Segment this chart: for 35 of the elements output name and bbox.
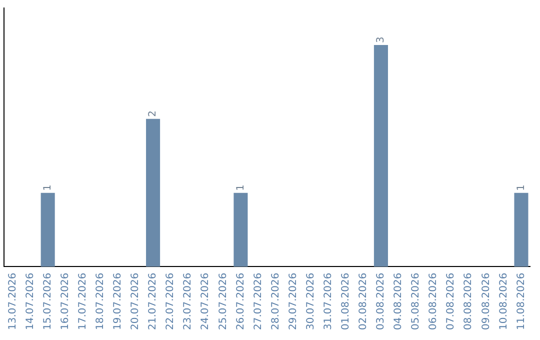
x-tick-label: 22.07.2026	[165, 272, 176, 330]
x-tick-label: 09.08.2026	[480, 272, 492, 330]
data-label: 1	[516, 184, 527, 191]
data-label: 2	[148, 110, 159, 117]
x-tick-label: 03.08.2026	[376, 272, 387, 330]
x-tick-label: 02.08.2026	[358, 272, 370, 330]
x-tick-label: 26.07.2026	[235, 272, 246, 330]
data-label: 3	[376, 36, 387, 43]
x-tick-label: 08.08.2026	[463, 272, 474, 330]
x-tick-label: 04.08.2026	[393, 272, 404, 330]
x-tick-label: 31.07.2026	[322, 272, 334, 330]
x-tick-label: 24.07.2026	[200, 272, 212, 330]
x-tick-label: 16.07.2026	[60, 272, 71, 330]
x-tick-label: 13.07.2026	[7, 272, 18, 330]
x-tick-label: 07.08.2026	[446, 272, 457, 330]
x-tick-label: 25.07.2026	[218, 272, 229, 330]
x-tick-label: 29.07.2026	[288, 272, 299, 330]
x-tick-label: 21.07.2026	[148, 272, 159, 330]
data-label: 1	[235, 184, 246, 191]
x-tick-label: 20.07.2026	[130, 272, 142, 330]
x-tick-label: 18.07.2026	[95, 272, 106, 330]
x-tick-label: 17.07.2026	[77, 272, 88, 330]
x-tick-label: 01.08.2026	[340, 272, 352, 330]
x-tick-label: 05.08.2026	[410, 272, 422, 330]
x-tick-label: 11.08.2026	[516, 272, 527, 330]
x-tick-label: 19.07.2026	[112, 272, 124, 330]
x-tick-label: 30.07.2026	[305, 272, 316, 330]
x-tick-label: 15.07.2026	[42, 272, 54, 330]
x-tick-label: 23.07.2026	[182, 272, 194, 330]
x-tick-label: 27.07.2026	[252, 272, 264, 330]
x-tick-label: 28.07.2026	[270, 272, 282, 330]
x-tick-label: 14.07.2026	[24, 272, 36, 330]
x-tick-label: 10.08.2026	[498, 272, 510, 330]
x-tick-label: 06.08.2026	[428, 272, 440, 330]
data-label: 1	[42, 184, 54, 191]
